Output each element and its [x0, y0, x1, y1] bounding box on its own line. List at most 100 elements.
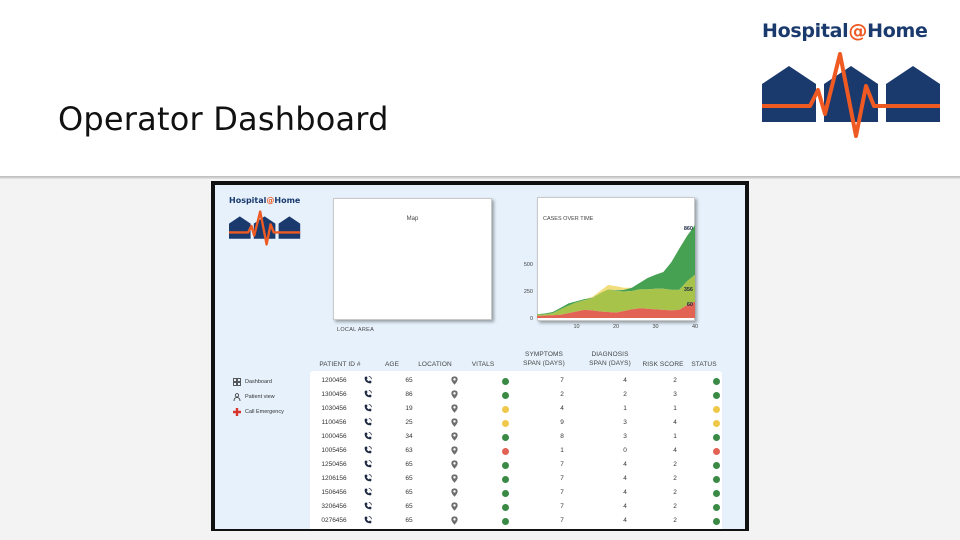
table-row[interactable]: 3206456 65 7 4 2 [310, 500, 722, 514]
location-pin-icon[interactable] [448, 404, 460, 415]
risk-score-cell: 2 [673, 461, 677, 468]
local-area-caption: LOCAL AREA [337, 327, 375, 333]
medical-cross-icon [232, 407, 242, 416]
header-symptoms-span[interactable]: SYMPTOMS SPAN (DAYS) [514, 350, 574, 368]
app-logo[interactable]: Hospital@Home [229, 196, 309, 246]
risk-score-cell: 4 [673, 447, 677, 454]
location-pin-icon[interactable] [448, 488, 460, 499]
risk-score-cell: 1 [673, 433, 677, 440]
map-panel[interactable]: Map [333, 198, 492, 320]
diagnosis-span-cell: 4 [623, 377, 627, 384]
chart-data-label: 60 [687, 302, 693, 308]
location-pin-icon[interactable] [448, 376, 460, 387]
y-tick-label: 250 [524, 289, 533, 295]
sidebar-item-patient-view[interactable]: Patient view [232, 389, 284, 404]
status-dot [713, 406, 720, 413]
person-icon [232, 392, 242, 401]
header-diagnosis-line2: SPAN (DAYS) [589, 360, 631, 367]
table-row[interactable]: 1030456 19 4 1 1 [310, 402, 722, 416]
table-row[interactable]: 1206156 65 7 4 2 [310, 472, 722, 486]
risk-score-cell: 2 [673, 489, 677, 496]
table-row[interactable]: 1300456 86 2 2 3 [310, 388, 722, 402]
location-pin-icon[interactable] [448, 516, 460, 527]
phone-icon[interactable] [362, 432, 374, 442]
status-dot [713, 476, 720, 483]
header-age[interactable]: AGE [384, 361, 400, 368]
location-pin-icon[interactable] [448, 418, 460, 429]
status-dot [713, 448, 720, 455]
table-row[interactable]: 1000456 34 8 3 1 [310, 430, 722, 444]
vitals-status-dot [502, 420, 509, 427]
diagnosis-span-cell: 1 [623, 405, 627, 412]
patient-id-cell: 1200456 [321, 377, 347, 384]
phone-icon[interactable] [362, 376, 374, 386]
status-dot [713, 434, 720, 441]
app-logo-prefix: Hospital [229, 196, 267, 205]
header-vitals[interactable]: VITALS [471, 361, 495, 368]
logo-wordmark: Hospital@Home [762, 20, 942, 42]
header-diagnosis-line1: DIAGNOSIS [591, 351, 629, 358]
age-cell: 65 [405, 503, 413, 510]
risk-score-cell: 2 [673, 503, 677, 510]
table-row[interactable]: 0276456 65 7 4 2 [310, 514, 722, 528]
hospital-at-home-logo: Hospital@Home [762, 20, 942, 140]
dashboard-icon [232, 377, 242, 386]
sidebar-item-dashboard[interactable]: Dashboard [232, 374, 284, 389]
patient-id-cell: 1030456 [321, 405, 347, 412]
x-tick-label: 30 [652, 324, 658, 330]
risk-score-cell: 3 [673, 391, 677, 398]
phone-icon[interactable] [362, 404, 374, 414]
phone-icon[interactable] [362, 488, 374, 498]
header-diagnosis-span[interactable]: DIAGNOSIS SPAN (DAYS) [580, 350, 640, 368]
header-location[interactable]: LOCATION [418, 361, 452, 368]
age-cell: 65 [405, 517, 413, 524]
location-pin-icon[interactable] [448, 474, 460, 485]
patient-id-cell: 1506456 [321, 489, 347, 496]
header-patient-id[interactable]: PATIENT ID # [319, 361, 361, 368]
age-cell: 19 [405, 405, 413, 412]
table-row[interactable]: 1506456 65 7 4 2 [310, 486, 722, 500]
vitals-status-dot [502, 504, 509, 511]
table-row[interactable]: 1250456 65 7 4 2 [310, 458, 722, 472]
patient-id-cell: 0276456 [321, 517, 347, 524]
chart-area-series-1 [537, 301, 695, 318]
header-symptoms-line1: SYMPTOMS [525, 351, 563, 358]
table-row[interactable]: 1200456 65 7 4 2 [310, 374, 722, 388]
table-row[interactable]: 1005456 63 1 0 4 [310, 444, 722, 458]
symptoms-span-cell: 7 [560, 517, 564, 524]
sidebar-item-call-emergency[interactable]: Call Emergency [232, 404, 284, 419]
phone-icon[interactable] [362, 516, 374, 526]
symptoms-span-cell: 7 [560, 377, 564, 384]
location-pin-icon[interactable] [448, 390, 460, 401]
sidebar: Dashboard Patient view Call Emergency [232, 374, 284, 419]
symptoms-span-cell: 8 [560, 433, 564, 440]
status-dot [713, 378, 720, 385]
diagnosis-span-cell: 3 [623, 419, 627, 426]
phone-icon[interactable] [362, 474, 374, 484]
map-label: Map [406, 216, 419, 222]
phone-icon[interactable] [362, 502, 374, 512]
vitals-status-dot [502, 378, 509, 385]
header-risk-score[interactable]: RISK SCORE [642, 361, 684, 368]
location-pin-icon[interactable] [448, 432, 460, 443]
phone-icon[interactable] [362, 446, 374, 456]
vitals-status-dot [502, 490, 509, 497]
phone-icon[interactable] [362, 418, 374, 428]
vitals-status-dot [502, 476, 509, 483]
risk-score-cell: 2 [673, 475, 677, 482]
diagnosis-span-cell: 0 [623, 447, 627, 454]
phone-icon[interactable] [362, 390, 374, 400]
phone-icon[interactable] [362, 460, 374, 470]
location-pin-icon[interactable] [448, 502, 460, 513]
symptoms-span-cell: 7 [560, 489, 564, 496]
diagnosis-span-cell: 4 [623, 461, 627, 468]
houses-heartbeat-icon [762, 52, 940, 138]
header-status[interactable]: STATUS [691, 361, 717, 368]
sidebar-item-label: Patient view [245, 393, 275, 400]
location-pin-icon[interactable] [448, 460, 460, 471]
symptoms-span-cell: 4 [560, 405, 564, 412]
header-symptoms-line2: SPAN (DAYS) [523, 360, 565, 367]
diagnosis-span-cell: 2 [623, 391, 627, 398]
location-pin-icon[interactable] [448, 446, 460, 457]
table-row[interactable]: 1100456 25 9 3 4 [310, 416, 722, 430]
